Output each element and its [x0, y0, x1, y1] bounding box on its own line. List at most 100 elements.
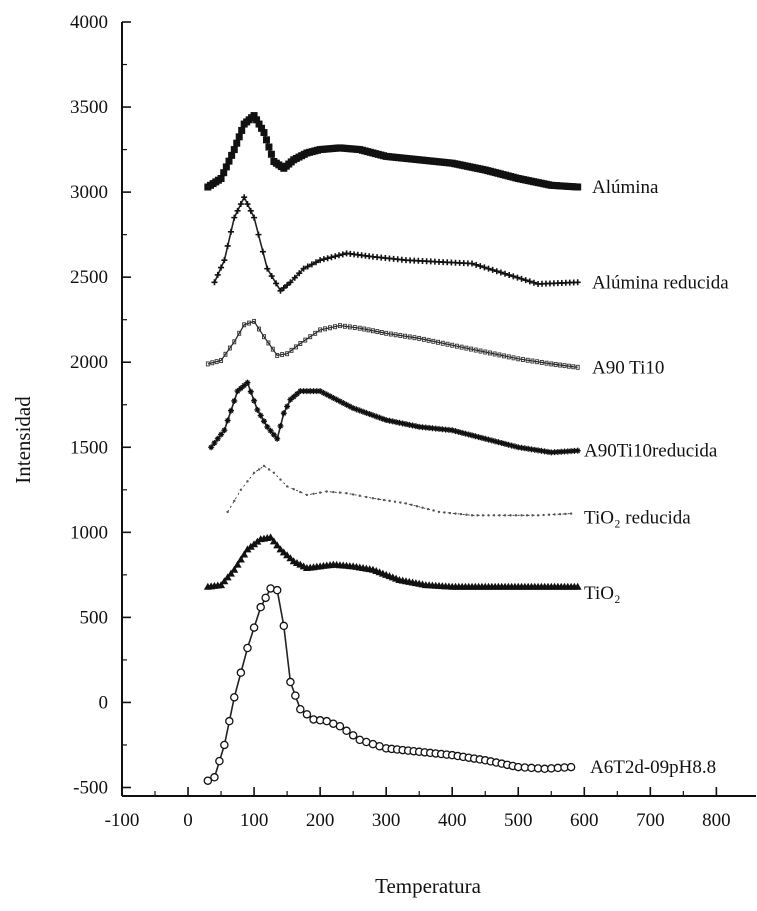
- data-point: [330, 394, 337, 401]
- data-point: [526, 278, 533, 285]
- data-point: [375, 329, 380, 335]
- y-tick-label: 4000: [70, 12, 108, 33]
- data-point: [332, 253, 339, 260]
- data-point: [219, 358, 224, 363]
- data-point: [205, 361, 210, 367]
- data-point: [388, 331, 393, 337]
- data-point: [465, 513, 468, 516]
- data-point: [220, 577, 229, 585]
- data-point: [525, 445, 532, 452]
- data-point: [262, 136, 270, 144]
- data-point: [215, 756, 224, 766]
- data-point: [214, 435, 221, 442]
- data-point: [365, 495, 368, 499]
- y-tick-label: -500: [73, 777, 108, 798]
- data-point: [574, 447, 581, 454]
- data-point: [366, 411, 373, 418]
- data-point: [407, 334, 412, 340]
- data-point: [544, 360, 549, 366]
- data-point: [214, 271, 221, 278]
- data-point: [506, 272, 513, 279]
- data-point: [335, 252, 342, 259]
- data-point: [469, 260, 476, 267]
- data-point: [273, 541, 282, 549]
- data-point: [422, 424, 429, 431]
- data-point: [535, 359, 540, 365]
- data-point: [221, 257, 228, 264]
- data-point: [402, 421, 409, 428]
- data-point: [574, 183, 582, 191]
- data-point: [542, 513, 545, 517]
- data-point: [568, 448, 575, 455]
- data-point: [236, 555, 245, 563]
- data-point: [302, 710, 312, 719]
- x-axis-title: Temperatura: [375, 874, 481, 898]
- x-tick-label: 400: [438, 810, 467, 831]
- data-point: [269, 537, 278, 545]
- data-point: [243, 643, 252, 653]
- data-point: [244, 379, 251, 386]
- data-point: [227, 228, 234, 235]
- data-point: [514, 274, 521, 281]
- data-point: [262, 334, 266, 340]
- data-point: [371, 497, 375, 500]
- x-tick-label: 800: [702, 810, 731, 831]
- data-point: [241, 382, 248, 389]
- data-point: [290, 393, 297, 400]
- data-point: [338, 491, 342, 494]
- data-point: [525, 514, 529, 517]
- data-point: [285, 351, 290, 357]
- data-point: [404, 502, 408, 505]
- data-point: [481, 264, 488, 271]
- data-point: [498, 514, 501, 517]
- data-point: [266, 340, 271, 346]
- data-point: [335, 722, 345, 731]
- data-point: [459, 512, 463, 516]
- data-point: [383, 417, 390, 424]
- data-point: [541, 448, 548, 455]
- data-point: [352, 325, 357, 331]
- data-point: [452, 428, 459, 435]
- data-point: [553, 513, 556, 516]
- data-point: [265, 143, 273, 151]
- data-point: [531, 514, 534, 517]
- data-point: [257, 412, 264, 419]
- data-point: [421, 336, 426, 342]
- data-point: [230, 693, 239, 702]
- data-point: [293, 344, 298, 350]
- data-point: [558, 512, 562, 516]
- data-point: [300, 265, 307, 272]
- data-point: [289, 347, 294, 353]
- data-point: [353, 406, 360, 413]
- data-point: [547, 513, 551, 516]
- data-point: [225, 157, 233, 165]
- data-point: [312, 492, 315, 495]
- y-tick-label: 1500: [70, 437, 108, 458]
- data-point: [299, 490, 302, 494]
- data-point: [528, 446, 535, 453]
- data-point: [218, 264, 225, 271]
- data-point: [276, 545, 285, 553]
- data-point: [450, 342, 455, 348]
- data-point: [538, 447, 545, 454]
- data-point: [564, 512, 567, 516]
- data-point: [382, 498, 386, 502]
- data-point: [317, 388, 324, 395]
- data-point: [356, 407, 363, 414]
- data-point: [228, 151, 236, 159]
- x-axis: -100 0 100 200 300 400 500 600 700 800: [105, 787, 731, 831]
- data-point: [497, 352, 502, 358]
- data-point: [505, 441, 512, 448]
- data-point: [406, 421, 413, 428]
- data-point: [412, 423, 419, 430]
- data-point: [409, 422, 416, 429]
- data-point: [348, 731, 358, 740]
- data-point: [273, 280, 280, 287]
- data-point: [297, 388, 304, 395]
- data-point: [227, 345, 232, 351]
- data-point: [220, 169, 228, 177]
- data-point: [485, 436, 492, 443]
- series-label: A90 Ti10: [592, 357, 664, 378]
- data-point: [436, 425, 442, 432]
